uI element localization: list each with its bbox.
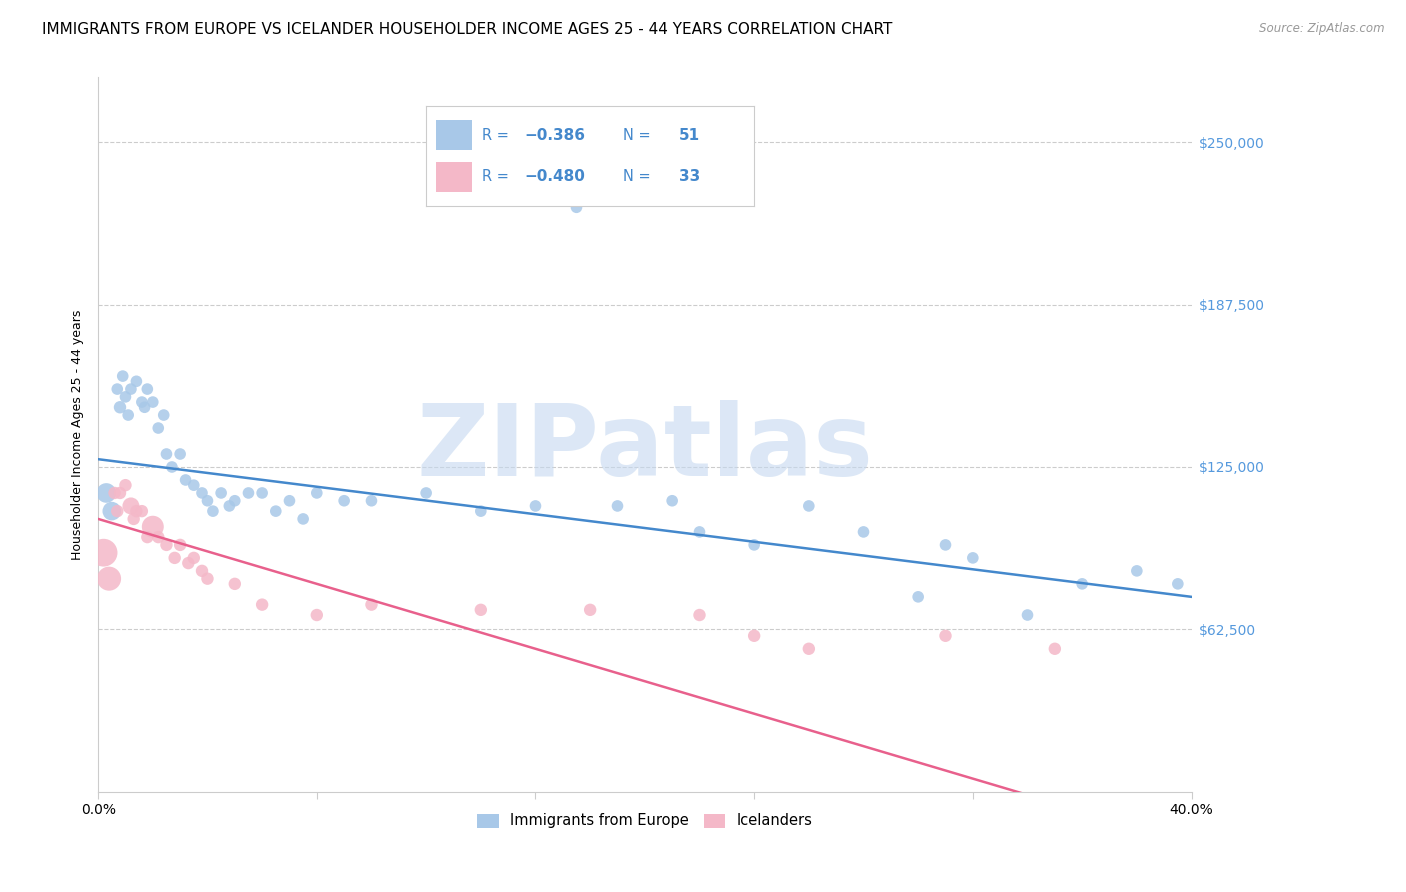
Point (292, 512, 315, 526)
Point (142, 519, 165, 533)
Point (169, 538, 191, 552)
Point (125, 504, 148, 518)
Point (218, 499, 240, 513)
Y-axis label: Householder Income Ages 25 - 44 years: Householder Income Ages 25 - 44 years (72, 310, 84, 559)
Point (96, 486, 118, 500)
Point (93, 546, 115, 560)
Point (197, 572, 219, 586)
Point (103, 486, 125, 500)
Point (907, 590, 929, 604)
Point (120, 382, 142, 396)
Point (174, 473, 197, 487)
Point (163, 550, 186, 565)
Point (1071, 577, 1094, 591)
Point (852, 524, 875, 539)
Point (470, 603, 492, 617)
Point (183, 478, 205, 492)
Point (962, 550, 984, 565)
Point (1043, 641, 1066, 656)
Point (131, 395, 153, 409)
Point (125, 374, 148, 388)
Point (333, 493, 356, 508)
Point (134, 401, 156, 415)
Point (742, 538, 765, 552)
Point (278, 493, 301, 508)
Point (131, 504, 153, 518)
Point (934, 538, 956, 552)
Point (470, 504, 492, 518)
Point (238, 486, 260, 500)
Point (661, 493, 683, 508)
Point (250, 598, 273, 612)
Point (197, 493, 219, 508)
Point (105, 382, 128, 396)
Point (579, 603, 602, 617)
Point (250, 486, 273, 500)
Point (108, 486, 131, 500)
Point (183, 550, 205, 565)
Point (209, 486, 232, 500)
Point (565, 200, 588, 214)
Point (797, 641, 820, 656)
Point (360, 598, 382, 612)
Text: Source: ZipAtlas.com: Source: ZipAtlas.com (1260, 22, 1385, 36)
Point (136, 382, 159, 396)
Point (114, 390, 136, 404)
Point (797, 499, 820, 513)
Point (1167, 577, 1189, 591)
Point (136, 530, 159, 544)
Point (264, 504, 287, 518)
Legend: Immigrants from Europe, Icelanders: Immigrants from Europe, Icelanders (471, 807, 818, 834)
Point (934, 629, 956, 643)
Point (111, 369, 134, 384)
Point (142, 395, 165, 409)
Point (177, 556, 200, 570)
Point (224, 493, 246, 508)
Point (114, 478, 136, 492)
Point (1126, 564, 1149, 578)
Point (122, 512, 145, 526)
Point (152, 408, 174, 422)
Point (148, 530, 170, 544)
Point (524, 499, 547, 513)
Point (415, 486, 437, 500)
Point (160, 460, 183, 475)
Point (98, 572, 121, 586)
Point (224, 577, 246, 591)
Point (1017, 607, 1039, 622)
Point (191, 486, 214, 500)
Point (117, 408, 139, 422)
Point (191, 564, 214, 578)
Point (169, 447, 191, 461)
Point (120, 499, 142, 513)
Point (606, 499, 628, 513)
Point (689, 607, 711, 622)
Point (155, 538, 177, 552)
Point (305, 486, 328, 500)
Point (108, 401, 131, 415)
Text: ZIPatlas: ZIPatlas (416, 401, 873, 498)
Point (201, 504, 224, 518)
Point (148, 421, 170, 435)
Point (360, 493, 382, 508)
Text: IMMIGRANTS FROM EUROPE VS ICELANDER HOUSEHOLDER INCOME AGES 25 - 44 YEARS CORREL: IMMIGRANTS FROM EUROPE VS ICELANDER HOUS… (42, 22, 893, 37)
Point (105, 504, 128, 518)
Point (305, 607, 328, 622)
Point (742, 629, 765, 643)
Point (101, 504, 124, 518)
Point (155, 447, 177, 461)
Point (689, 524, 711, 539)
